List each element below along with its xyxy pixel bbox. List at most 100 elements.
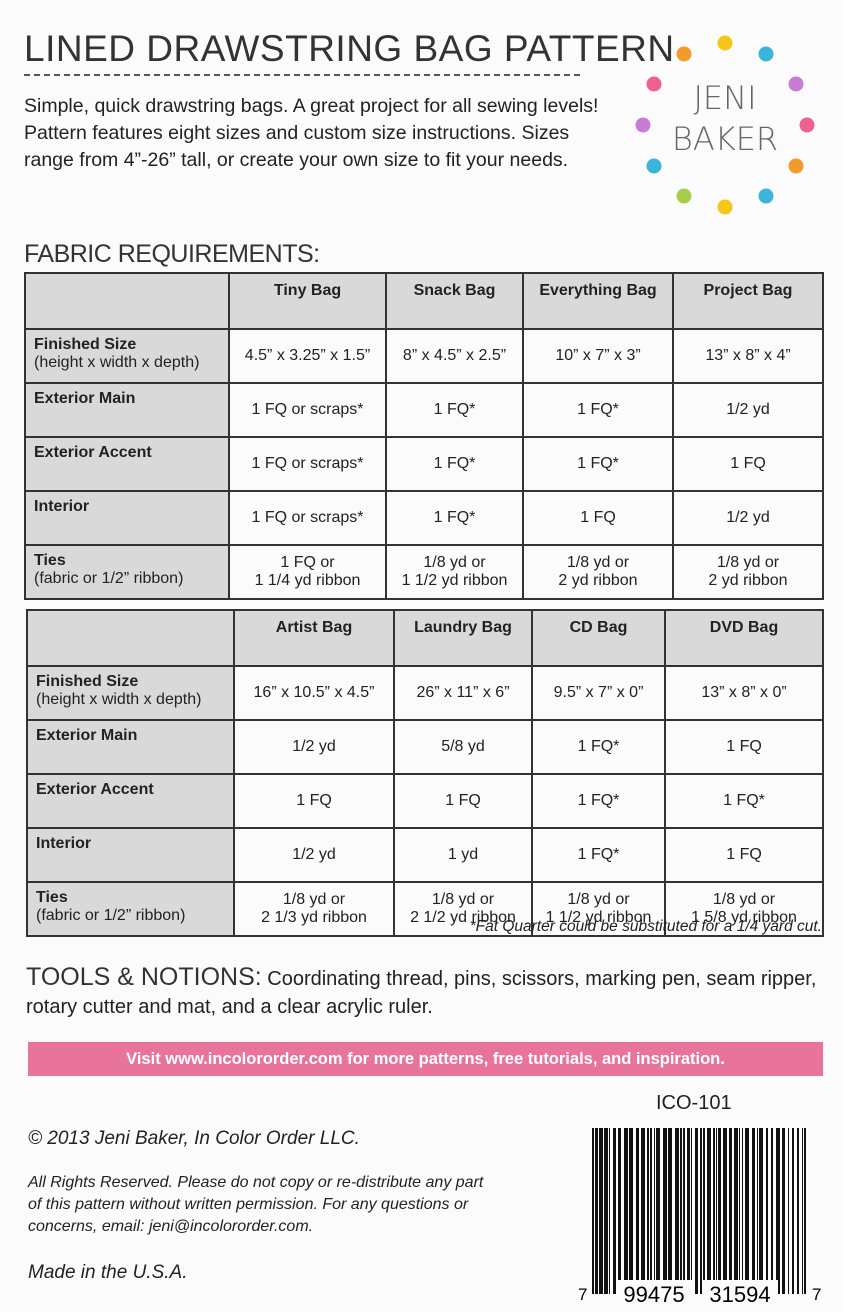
cell-line: 1 yd [447, 846, 479, 863]
logo-drop [717, 199, 733, 215]
copyright: © 2013 Jeni Baker, In Color Order LLC. [28, 1128, 360, 1149]
cell-line: 5/8 yd [441, 738, 485, 755]
cell: 1 FQ* [664, 773, 824, 829]
header-row: Artist Bag Laundry Bag CD Bag DVD Bag [26, 609, 824, 667]
cell: 1 FQ* [385, 436, 524, 492]
bar [592, 1128, 594, 1294]
row: Ties (fabric or 1/2” ribbon) 1 FQ or 1 1/4 … [24, 544, 824, 600]
bar [629, 1128, 633, 1294]
bar [742, 1128, 743, 1294]
cell: 1/8 yd or 1 1/2 yd ribbon [385, 544, 524, 600]
cell: 13” x 8” x 4” [672, 328, 824, 384]
cell: 1 FQ [664, 827, 824, 883]
cell: 1 FQ [522, 490, 674, 546]
cell-line: 8” x 4.5” x 2.5” [402, 347, 507, 364]
logo-drop [676, 46, 692, 62]
row: Ties (fabric or 1/2” ribbon) 1/8 yd or 2 1/… [26, 881, 824, 937]
bar [759, 1128, 763, 1294]
cell: 26” x 11” x 6” [393, 665, 533, 721]
row-label: Interior [26, 827, 235, 883]
column-header: DVD Bag [664, 609, 824, 667]
cell: 1/8 yd or 2 1/3 yd ribbon [233, 881, 395, 937]
tools: TOOLS & NOTIONS: Coordinating thread, pi… [26, 963, 826, 1021]
cell-line: 1 FQ [726, 846, 762, 863]
digit-bg [702, 1280, 778, 1308]
bar [757, 1128, 758, 1294]
bar [647, 1128, 649, 1294]
column-header: Laundry Bag [393, 609, 533, 667]
cell: 1 FQ [664, 719, 824, 775]
cell: 1/2 yd [233, 827, 395, 883]
bar [766, 1128, 768, 1294]
row-label-text: Ties [34, 552, 66, 569]
cell-line: 1 FQ* [577, 846, 620, 863]
column-header: CD Bag [531, 609, 666, 667]
cell-line: 1 5/8 yd ribbon [691, 909, 797, 926]
cell-line: 10” x 7” x 3” [555, 347, 641, 364]
logo-drop [676, 188, 692, 204]
bar [723, 1128, 727, 1294]
bar [797, 1128, 799, 1294]
cell-line: 1 FQ* [723, 792, 765, 809]
bar [668, 1128, 672, 1294]
cell-line: 1 FQ* [433, 401, 476, 418]
column-header: Tiny Bag [228, 272, 387, 330]
cell-line: 1 1/4 yd ribbon [254, 572, 361, 589]
cell-line: 1/8 yd or [567, 891, 630, 908]
digit-bg [616, 1280, 692, 1308]
cell: 1 FQ* [522, 436, 674, 492]
bar [792, 1128, 794, 1294]
bar [752, 1128, 755, 1294]
bar [745, 1128, 749, 1294]
cell-line: 1 FQ* [577, 455, 619, 472]
cell-line: 1/8 yd or [431, 891, 495, 908]
cell-line: 1 FQ* [577, 738, 620, 755]
bar [624, 1128, 628, 1294]
logo-drop [717, 35, 733, 51]
logo-drop [788, 76, 804, 92]
cell-line: 2 1/2 yd ribbon [410, 909, 516, 926]
row-label: Ties (fabric or 1/2” ribbon) [24, 544, 230, 600]
barcode-digits: 31594 [709, 1282, 770, 1307]
bar [804, 1128, 806, 1294]
cell-line: 1 FQ* [433, 455, 476, 472]
bar [687, 1128, 690, 1294]
cell: 9.5” x 7” x 0” [531, 665, 666, 721]
bar [656, 1128, 660, 1294]
bar [776, 1128, 780, 1294]
row: Exterior Accent 1 FQ or scraps* 1 FQ* 1 FQ*… [24, 436, 824, 492]
bar [618, 1128, 621, 1294]
bar [703, 1128, 705, 1294]
bar [716, 1128, 717, 1294]
cell-line: 1 FQ or scraps* [251, 455, 364, 472]
description: Simple, quick drawstring bags. A great p… [24, 95, 599, 171]
column-header: Everything Bag [522, 272, 674, 330]
bar [636, 1128, 639, 1294]
cell-line: 13” x 8” x 4” [705, 347, 791, 364]
cell: 1 FQ* [531, 773, 666, 829]
row-label-text: Finished Size [36, 673, 139, 690]
logo-line2: BAKER [672, 120, 778, 158]
cell: 1 FQ* [385, 490, 524, 546]
row-note: (height x width x depth) [34, 354, 200, 371]
cell-line: 1/2 yd [292, 738, 336, 755]
banner[interactable]: Visit www.incolororder.com for more patt… [28, 1042, 823, 1076]
row-label-text: Exterior Accent [36, 781, 154, 798]
logo-drop [758, 46, 774, 62]
row-note: (height x width x depth) [36, 691, 202, 708]
bar [713, 1128, 715, 1294]
cell: 1 yd [393, 827, 533, 883]
bar [691, 1128, 692, 1294]
cell: 1 FQ* [522, 382, 674, 438]
bar [641, 1128, 645, 1294]
cell: 1 FQ or scraps* [228, 382, 387, 438]
row-label: Finished Size (height x width x depth) [24, 328, 230, 384]
bar [675, 1128, 679, 1294]
cell: 1 FQ [672, 436, 824, 492]
bar [802, 1128, 803, 1294]
header-row: Tiny Bag Snack Bag Everything Bag Project B… [24, 272, 824, 330]
cell: 8” x 4.5” x 2.5” [385, 328, 524, 384]
